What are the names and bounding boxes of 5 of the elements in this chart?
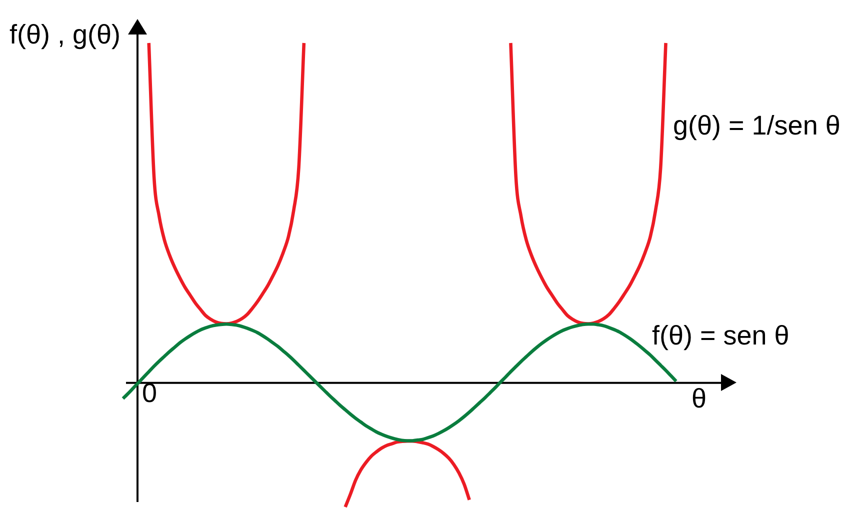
x-axis-title: θ <box>691 383 707 414</box>
annotation: 0 <box>142 378 158 408</box>
series-label: g(θ) = 1/sen θ <box>673 110 840 140</box>
y-axis-title: f(θ) , g(θ) <box>9 19 120 50</box>
series-label: f(θ) = sen θ <box>652 320 790 350</box>
